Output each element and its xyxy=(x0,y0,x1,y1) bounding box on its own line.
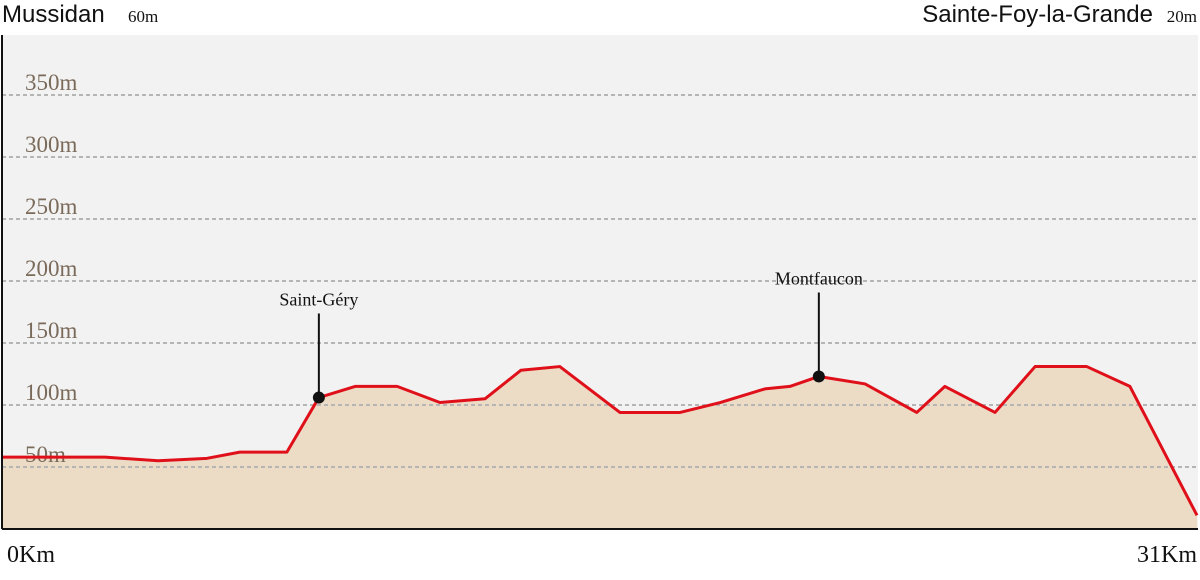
annotation-label: Montfaucon xyxy=(775,268,863,288)
x-tick-label: 0Km xyxy=(7,542,55,568)
end-elevation: 20m xyxy=(1167,7,1197,26)
area-fill xyxy=(2,366,1197,529)
annotation-dot xyxy=(312,391,325,404)
y-tick-label: 350m xyxy=(25,70,78,95)
annotation-dot xyxy=(812,370,825,383)
y-tick-label: 100m xyxy=(25,380,78,405)
x-tick-label: 31Km xyxy=(1137,542,1197,568)
start-elevation: 60m xyxy=(128,7,158,26)
annotation-label: Saint-Géry xyxy=(279,290,358,310)
y-tick-label: 300m xyxy=(25,132,78,157)
y-tick-label: 200m xyxy=(25,256,78,281)
start-name: Mussidan xyxy=(2,1,105,28)
y-tick-label: 150m xyxy=(25,318,78,343)
y-tick-label: 50m xyxy=(25,442,66,467)
elevation-line xyxy=(2,365,1199,517)
end-name: Sainte-Foy-la-Grande xyxy=(922,1,1153,28)
y-tick-label: 250m xyxy=(25,194,78,219)
